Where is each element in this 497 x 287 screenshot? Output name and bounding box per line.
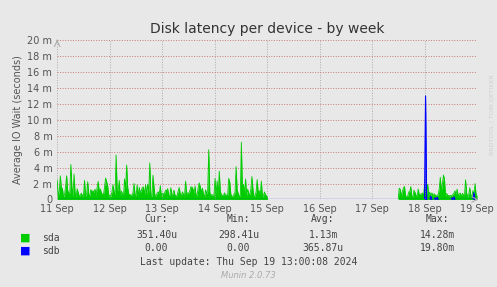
Text: ■: ■ [20,233,30,243]
Text: Last update: Thu Sep 19 13:00:08 2024: Last update: Thu Sep 19 13:00:08 2024 [140,257,357,267]
Text: Cur:: Cur: [145,214,168,224]
Text: sdb: sdb [42,246,60,256]
Text: 19.80m: 19.80m [420,243,455,253]
Y-axis label: Average IO Wait (seconds): Average IO Wait (seconds) [13,55,23,184]
Text: Min:: Min: [227,214,250,224]
Text: Avg:: Avg: [311,214,335,224]
Text: Max:: Max: [425,214,449,224]
Text: ■: ■ [20,246,30,256]
Text: 0.00: 0.00 [145,243,168,253]
Text: Munin 2.0.73: Munin 2.0.73 [221,272,276,280]
Text: 1.13m: 1.13m [308,230,338,240]
Title: Disk latency per device - by week: Disk latency per device - by week [150,22,384,36]
Text: sda: sda [42,233,60,243]
Text: 14.28m: 14.28m [420,230,455,240]
Text: 351.40u: 351.40u [136,230,177,240]
Text: 365.87u: 365.87u [303,243,343,253]
Text: 298.41u: 298.41u [218,230,259,240]
Text: 0.00: 0.00 [227,243,250,253]
Text: RRDTOOL / TOBI OETIKER: RRDTOOL / TOBI OETIKER [490,74,495,155]
